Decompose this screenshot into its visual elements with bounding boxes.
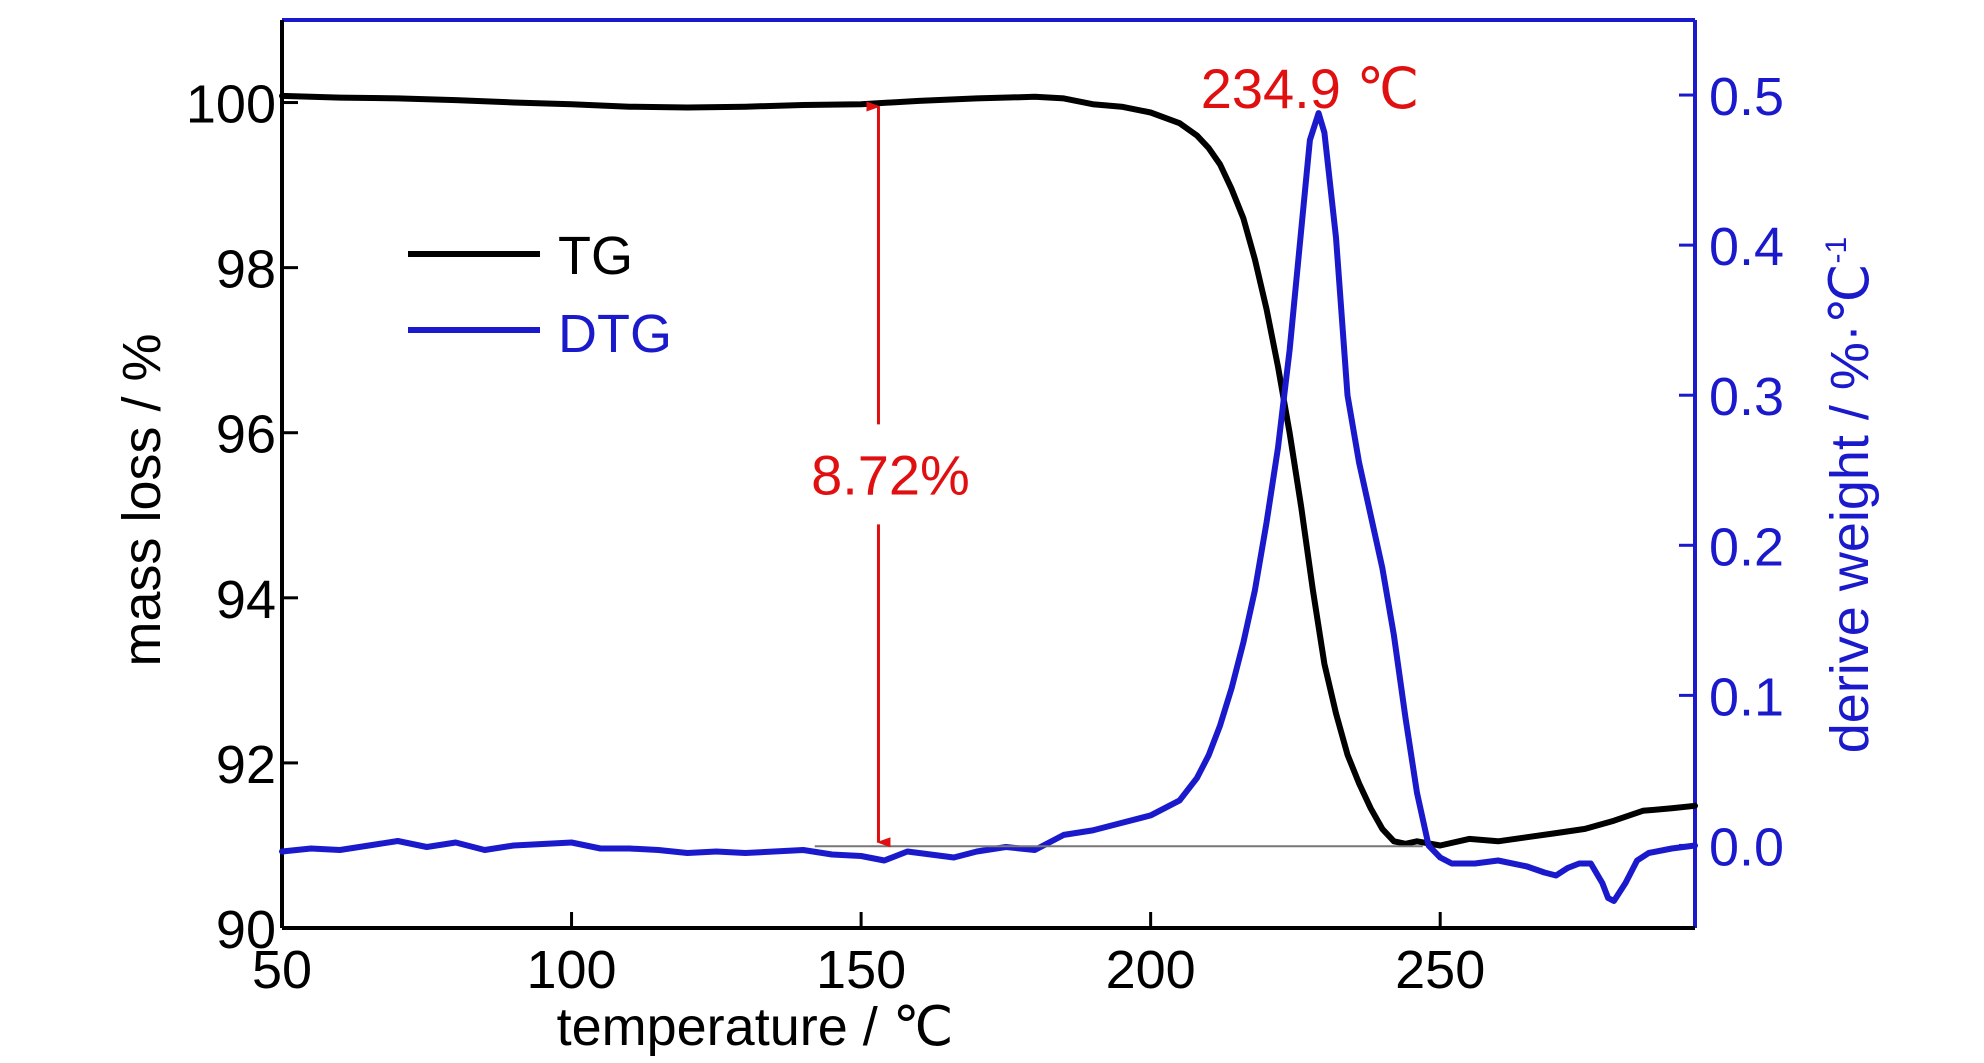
- legend-label-dtg: DTG: [558, 304, 672, 364]
- annotations: 8.72% 234.9 ℃: [811, 57, 1423, 848]
- right-y-axis-label-main: derive weight / %·℃: [1820, 263, 1880, 753]
- right-y-axis-label: derive weight / %·℃-1: [1820, 237, 1880, 754]
- y-right-tick-label: 0.4: [1709, 217, 1784, 277]
- plot-frame: [280, 18, 1697, 930]
- right-y-axis-label-superscript: -1: [1820, 237, 1853, 264]
- x-axis: 50 100 150 200 250: [252, 912, 1485, 1000]
- peak-temperature-label: 234.9 ℃: [1201, 57, 1420, 120]
- y-left-tick-label: 98: [216, 240, 276, 300]
- series-line-dtg: [279, 110, 1698, 904]
- x-axis-label: temperature / ℃: [557, 997, 954, 1057]
- y-right-tick-label: 0.3: [1709, 367, 1784, 427]
- y-left-tick-label: 92: [216, 735, 276, 795]
- left-y-axis: 90 92 94 96 98 100: [186, 75, 298, 960]
- x-tick-label: 100: [526, 940, 616, 1000]
- legend-label-tg: TG: [558, 226, 633, 286]
- y-right-tick-label: 0.0: [1709, 817, 1784, 877]
- y-left-tick-label: 94: [216, 570, 276, 630]
- x-tick-label: 50: [252, 940, 312, 1000]
- right-y-axis: 0.0 0.1 0.2 0.3 0.4 0.5: [1679, 67, 1784, 877]
- y-right-tick-label: 0.5: [1709, 67, 1784, 127]
- y-left-tick-label: 96: [216, 405, 276, 465]
- series-layer: [279, 92, 1698, 904]
- x-tick-label: 150: [816, 940, 906, 1000]
- x-tick-label: 250: [1395, 940, 1485, 1000]
- y-left-tick-label: 90: [216, 900, 276, 960]
- mass-loss-label: 8.72%: [811, 443, 970, 506]
- y-right-tick-label: 0.2: [1709, 517, 1784, 577]
- left-y-axis-label: mass loss / %: [112, 333, 172, 666]
- series-line-tg: [279, 92, 1698, 849]
- legend: TG DTG: [408, 226, 672, 364]
- y-left-tick-label: 100: [186, 75, 276, 135]
- y-right-tick-label: 0.1: [1709, 667, 1784, 727]
- x-tick-label: 200: [1106, 940, 1196, 1000]
